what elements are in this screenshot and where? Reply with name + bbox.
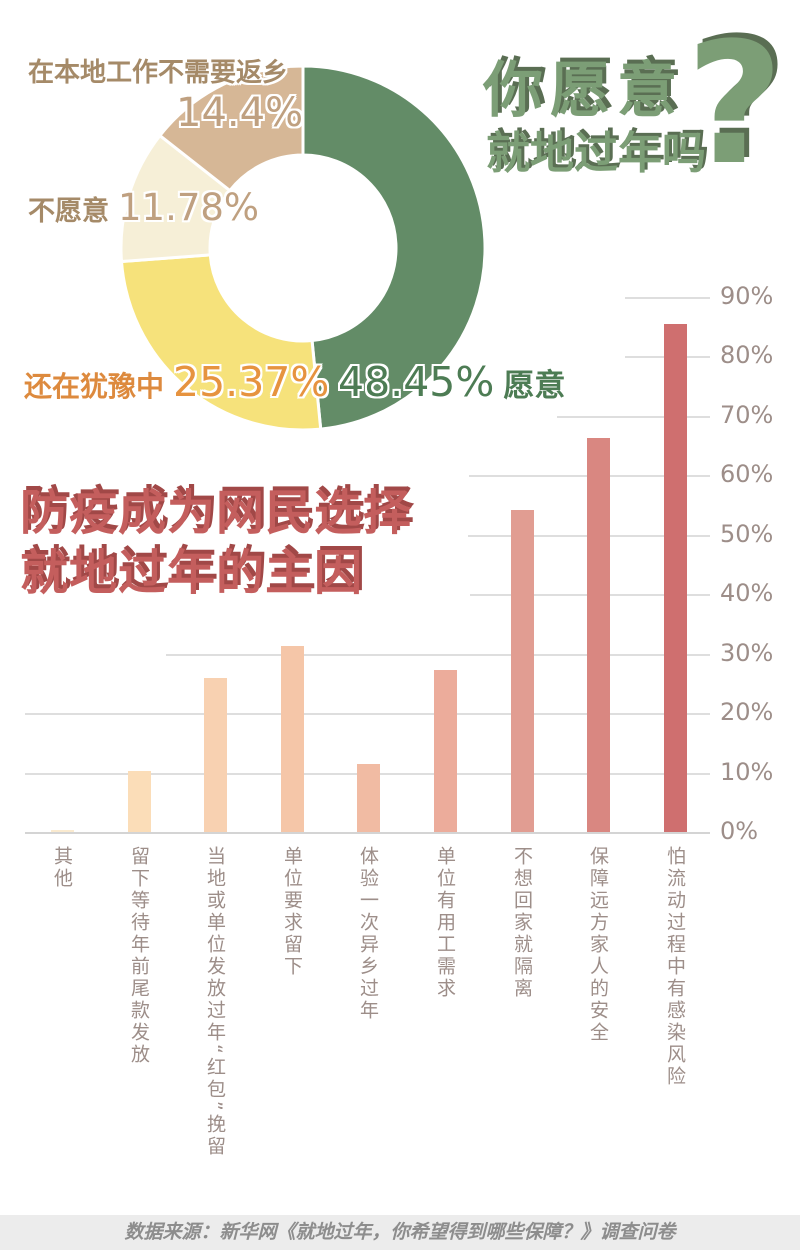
bar-保障远方家人的安全 (587, 438, 610, 832)
donut-slice-愿意 (301, 64, 487, 431)
bar-label-单位要求留下: 单位要求留下 (281, 846, 303, 978)
donut-value-willing-text: 48.45% (338, 358, 495, 406)
ytick-label-10: 10% (720, 758, 774, 786)
bar-chart-headline: 防疫成为网民选择 就地过年的主因 (20, 483, 412, 603)
ytick-label-0: 0% (720, 817, 759, 845)
ytick-label-30: 30% (720, 639, 774, 667)
bar-label-其他: 其他 (51, 846, 73, 890)
donut-slice-还在犹豫中 (119, 253, 323, 432)
ytick-label-50: 50% (720, 520, 774, 548)
bar-label-当地或单位发放过年“红包”挽留: 当地或单位发放过年“红包”挽留 (204, 846, 226, 1158)
gridline-30 (166, 654, 710, 656)
bar-单位有用工需求 (434, 670, 457, 832)
donut-value-local-work: 14.4% (176, 90, 303, 136)
donut-label-unwilling: 不愿意 11.78% (28, 186, 259, 229)
source-note-text: 数据来源：新华网《就地过年，你希望得到哪些保障？》调查问卷 (124, 1221, 676, 1243)
source-note-bar: 数据来源：新华网《就地过年，你希望得到哪些保障？》调查问卷 (0, 1215, 800, 1250)
ytick-label-40: 40% (720, 579, 774, 607)
bar-当地或单位发放过年“红包”挽留 (204, 678, 227, 832)
donut-label-hesitating: 还在犹豫中 25.37% (24, 358, 329, 406)
gridline-70 (557, 416, 710, 418)
title-line2: 就地过年吗 (486, 128, 706, 179)
donut-chart (119, 64, 487, 432)
ytick-label-20: 20% (720, 698, 774, 726)
title-question-mark: ? (686, 6, 784, 202)
bar-label-不想回家就隔离: 不想回家就隔离 (511, 846, 533, 1000)
bar-不想回家就隔离 (511, 510, 534, 832)
bar-label-留下等待年前尾款发放: 留下等待年前尾款发放 (128, 846, 150, 1066)
ytick-label-70: 70% (720, 401, 774, 429)
bar-怕流动过程中有感染风险 (664, 324, 687, 832)
bar-留下等待年前尾款发放 (128, 771, 151, 832)
bar-单位要求留下 (281, 646, 304, 832)
ytick-label-90: 90% (720, 282, 774, 310)
donut-slice-在本地工作不需要返乡 (157, 64, 305, 193)
donut-label-local-work-text: 在本地工作不需要返乡 (28, 58, 289, 88)
donut-value-unwilling-text: 11.78% (118, 186, 260, 229)
donut-label-willing-text: 愿意 (503, 368, 566, 404)
gridline-90 (625, 297, 710, 299)
donut-label-hesitating-text: 还在犹豫中 (24, 370, 165, 403)
bar-label-单位有用工需求: 单位有用工需求 (434, 846, 456, 1000)
bar-其他 (51, 830, 74, 832)
bar-体验一次异乡过年 (357, 764, 380, 832)
donut-value-hesitating-text: 25.37% (173, 358, 330, 406)
ytick-label-80: 80% (720, 341, 774, 369)
bar-label-体验一次异乡过年: 体验一次异乡过年 (357, 846, 379, 1022)
bar-label-怕流动过程中有感染风险: 怕流动过程中有感染风险 (664, 846, 686, 1088)
headline-line1: 防疫成为网民选择 (20, 485, 413, 541)
donut-label-willing: 48.45% 愿意 (338, 358, 565, 406)
gridline-0 (25, 832, 710, 834)
donut-label-local-work: 在本地工作不需要返乡 (28, 52, 288, 89)
bar-label-保障远方家人的安全: 保障远方家人的安全 (587, 846, 609, 1044)
donut-label-unwilling-text: 不愿意 (28, 196, 109, 227)
gridline-20 (25, 713, 710, 715)
headline-line2: 就地过年的主因 (20, 545, 364, 601)
donut-value-local-work-text: 14.4% (176, 90, 304, 136)
title-line1: 你愿意 (483, 56, 684, 126)
ytick-label-60: 60% (720, 460, 774, 488)
